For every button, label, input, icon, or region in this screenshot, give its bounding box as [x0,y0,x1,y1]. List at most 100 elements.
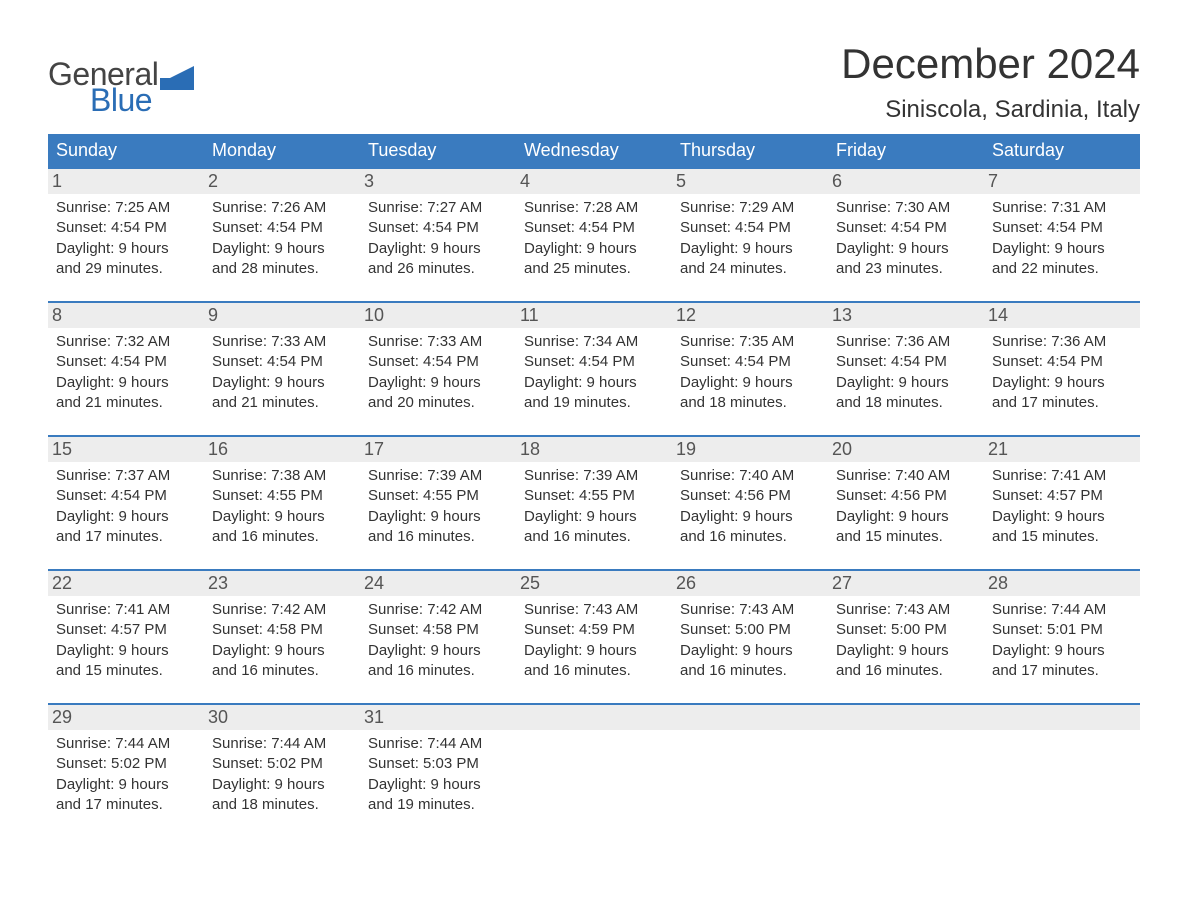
calendar-cell [516,703,672,837]
daylight-line: Daylight: 9 hours and 28 minutes. [212,239,352,280]
sunrise-label: Sunrise: [368,467,423,484]
daylight-label: Daylight: [524,508,582,525]
sunset-line: Sunset: 4:56 PM [836,486,976,506]
calendar-cell: 7Sunrise: 7:31 AMSunset: 4:54 PMDaylight… [984,167,1140,301]
day-number: 1 [48,167,204,194]
sunrise-line: Sunrise: 7:43 AM [680,600,820,620]
sunset-line: Sunset: 4:54 PM [212,352,352,372]
calendar-cell: 24Sunrise: 7:42 AMSunset: 4:58 PMDayligh… [360,569,516,703]
sunset-line: Sunset: 4:54 PM [524,352,664,372]
daylight-line: Daylight: 9 hours and 18 minutes. [212,775,352,816]
daylight-label: Daylight: [680,642,738,659]
sunset-value: 4:55 PM [267,487,323,504]
weekday-header: Thursday [672,134,828,167]
sunrise-label: Sunrise: [680,601,735,618]
calendar-cell: 31Sunrise: 7:44 AMSunset: 5:03 PMDayligh… [360,703,516,837]
weekday-header: Wednesday [516,134,672,167]
daylight-label: Daylight: [368,374,426,391]
daylight-line: Daylight: 9 hours and 18 minutes. [836,373,976,414]
day-number: 9 [204,301,360,328]
daylight-line: Daylight: 9 hours and 21 minutes. [56,373,196,414]
sunrise-value: 7:30 AM [895,199,950,216]
calendar-cell: 16Sunrise: 7:38 AMSunset: 4:55 PMDayligh… [204,435,360,569]
daylight-line: Daylight: 9 hours and 15 minutes. [836,507,976,548]
sunrise-label: Sunrise: [212,467,267,484]
daylight-line: Daylight: 9 hours and 21 minutes. [212,373,352,414]
month-title: December 2024 [841,40,1140,88]
day-body: Sunrise: 7:37 AMSunset: 4:54 PMDaylight:… [56,466,196,547]
day-number: 11 [516,301,672,328]
sunset-line: Sunset: 4:54 PM [836,352,976,372]
daylight-line: Daylight: 9 hours and 16 minutes. [524,507,664,548]
day-body: Sunrise: 7:36 AMSunset: 4:54 PMDaylight:… [836,332,976,413]
daylight-label: Daylight: [56,776,114,793]
day-number: 16 [204,435,360,462]
weekday-header: Monday [204,134,360,167]
sunset-line: Sunset: 4:57 PM [992,486,1132,506]
calendar-row: 8Sunrise: 7:32 AMSunset: 4:54 PMDaylight… [48,301,1140,435]
day-number: 4 [516,167,672,194]
sunset-label: Sunset: [992,353,1043,370]
sunrise-label: Sunrise: [992,467,1047,484]
day-body: Sunrise: 7:44 AMSunset: 5:02 PMDaylight:… [56,734,196,815]
sunrise-label: Sunrise: [836,199,891,216]
daylight-label: Daylight: [212,374,270,391]
sunrise-label: Sunrise: [212,199,267,216]
daylight-label: Daylight: [368,508,426,525]
daylight-label: Daylight: [836,240,894,257]
sunrise-value: 7:43 AM [895,601,950,618]
day-body: Sunrise: 7:30 AMSunset: 4:54 PMDaylight:… [836,198,976,279]
sunrise-value: 7:41 AM [115,601,170,618]
daylight-label: Daylight: [680,374,738,391]
daylight-line: Daylight: 9 hours and 16 minutes. [368,507,508,548]
sunset-value: 4:54 PM [735,219,791,236]
calendar-cell: 10Sunrise: 7:33 AMSunset: 4:54 PMDayligh… [360,301,516,435]
day-number: 27 [828,569,984,596]
sunset-line: Sunset: 4:57 PM [56,620,196,640]
sunset-label: Sunset: [368,487,419,504]
calendar-cell: 21Sunrise: 7:41 AMSunset: 4:57 PMDayligh… [984,435,1140,569]
sunset-value: 4:54 PM [891,219,947,236]
calendar-cell: 9Sunrise: 7:33 AMSunset: 4:54 PMDaylight… [204,301,360,435]
sunset-value: 4:54 PM [111,219,167,236]
sunrise-line: Sunrise: 7:30 AM [836,198,976,218]
sunrise-line: Sunrise: 7:27 AM [368,198,508,218]
sunset-value: 4:54 PM [423,219,479,236]
sunrise-value: 7:42 AM [427,601,482,618]
sunset-line: Sunset: 4:54 PM [368,352,508,372]
sunrise-value: 7:28 AM [583,199,638,216]
daylight-line: Daylight: 9 hours and 17 minutes. [992,641,1132,682]
sunset-line: Sunset: 4:54 PM [680,218,820,238]
sunset-line: Sunset: 5:01 PM [992,620,1132,640]
sunset-label: Sunset: [56,487,107,504]
calendar-cell: 12Sunrise: 7:35 AMSunset: 4:54 PMDayligh… [672,301,828,435]
day-number [828,703,984,730]
sunrise-value: 7:40 AM [895,467,950,484]
day-number: 18 [516,435,672,462]
sunrise-value: 7:44 AM [427,735,482,752]
calendar-row: 15Sunrise: 7:37 AMSunset: 4:54 PMDayligh… [48,435,1140,569]
calendar-cell: 8Sunrise: 7:32 AMSunset: 4:54 PMDaylight… [48,301,204,435]
day-body: Sunrise: 7:43 AMSunset: 5:00 PMDaylight:… [836,600,976,681]
sunrise-line: Sunrise: 7:44 AM [212,734,352,754]
sunset-label: Sunset: [836,353,887,370]
sunset-value: 4:59 PM [579,621,635,638]
sunset-line: Sunset: 5:00 PM [836,620,976,640]
sunrise-value: 7:44 AM [271,735,326,752]
calendar-cell [828,703,984,837]
calendar-cell: 23Sunrise: 7:42 AMSunset: 4:58 PMDayligh… [204,569,360,703]
sunrise-label: Sunrise: [836,467,891,484]
sunrise-label: Sunrise: [524,199,579,216]
sunrise-value: 7:40 AM [739,467,794,484]
day-body: Sunrise: 7:33 AMSunset: 4:54 PMDaylight:… [212,332,352,413]
weekday-header-row: SundayMondayTuesdayWednesdayThursdayFrid… [48,134,1140,167]
sunset-value: 4:54 PM [423,353,479,370]
sunset-line: Sunset: 4:54 PM [524,218,664,238]
sunset-value: 4:54 PM [267,353,323,370]
daylight-line: Daylight: 9 hours and 29 minutes. [56,239,196,280]
day-number [516,703,672,730]
sunset-value: 4:54 PM [1047,219,1103,236]
sunset-line: Sunset: 4:54 PM [56,486,196,506]
daylight-label: Daylight: [56,240,114,257]
day-number: 5 [672,167,828,194]
